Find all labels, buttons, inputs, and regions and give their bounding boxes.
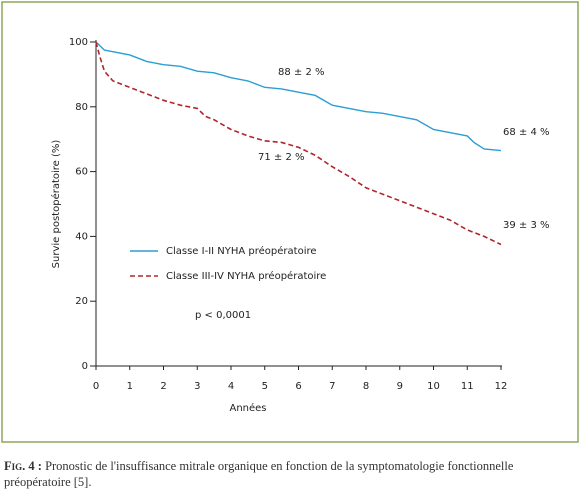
x-tick-label: 5 [262,381,268,392]
y-tick-label: 60 [75,167,88,178]
x-tick-label: 9 [397,381,403,392]
frame [1,1,579,443]
series-line [95,41,502,246]
x-tick-label: 12 [495,381,508,392]
x-tick-label: 11 [461,381,474,392]
x-tick-label: 0 [93,381,99,392]
annotation: 71 ± 2 % [258,152,305,163]
x-tick-label: 1 [127,381,133,392]
caption: Fig. 4 : Pronostic de l'insuffisance mit… [4,458,578,490]
legend-label: Classe I-II NYHA préopératoire [166,245,317,257]
x-tick-label: 6 [295,381,301,392]
x-tick-label: 2 [160,381,166,392]
x-tick-label: 7 [329,381,335,392]
x-tick-label: 8 [363,381,369,392]
x-axis-label: Années [229,402,266,414]
x-tick-label: 3 [194,381,200,392]
x-tick-label: 4 [228,381,234,392]
annotation: p < 0,0001 [195,310,251,321]
y-tick-label: 20 [75,296,88,307]
annotation: 39 ± 3 % [503,220,550,231]
y-tick-label: 40 [75,231,88,242]
chart: Années Survie postopératoire (%) 0204060… [1,1,579,443]
legend-label: Classe III-IV NYHA préopératoire [166,270,326,282]
series-line [95,41,502,152]
x-tick-label: 10 [427,381,440,392]
caption-label: Fig. 4 : [4,459,42,473]
y-tick-label: 0 [82,361,88,372]
annotation: 68 ± 4 % [503,127,550,138]
caption-text: Pronostic de l'insuffisance mitrale orga… [4,459,514,489]
annotation: 88 ± 2 % [278,67,325,78]
y-axis-label: Survie postopératoire (%) [50,140,62,269]
y-tick-label: 80 [75,102,88,113]
y-tick-label: 100 [69,37,88,48]
